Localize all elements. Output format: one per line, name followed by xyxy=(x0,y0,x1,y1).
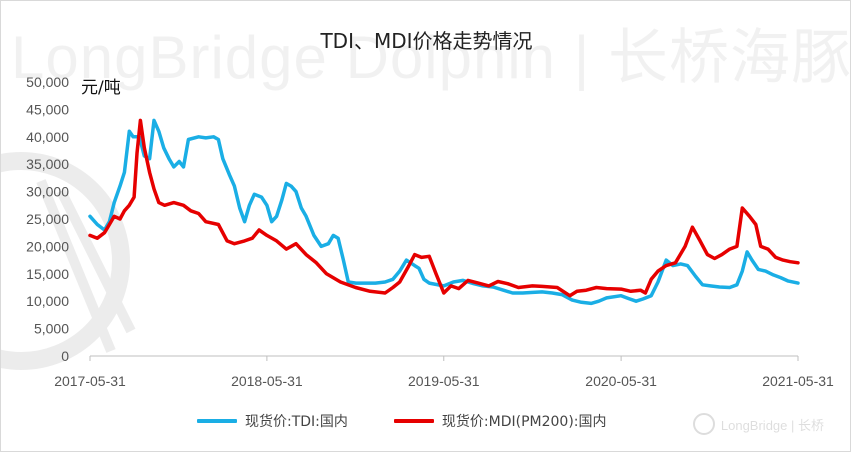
legend-label-tdi: 现货价:TDI:国内 xyxy=(245,414,348,430)
legend-label-mdi: 现货价:MDI(PM200):国内 xyxy=(441,414,607,430)
legend-swatch-tdi xyxy=(197,419,237,423)
y-tick-label: 40,000 xyxy=(26,129,69,145)
y-tick-label: 10,000 xyxy=(26,293,69,309)
legend-item-mdi: 现货价:MDI(PM200):国内 xyxy=(393,411,607,431)
y-tick-label: 30,000 xyxy=(26,184,69,200)
legend-item-tdi: 现货价:TDI:国内 xyxy=(197,411,348,431)
y-tick-label: 50,000 xyxy=(26,74,69,90)
watermark-text: LongBridge Dolphin | 长桥海豚投研 xyxy=(11,24,851,91)
chart-legend: 现货价:TDI:国内 现货价:MDI(PM200):国内 xyxy=(197,411,607,431)
longbridge-logo-icon xyxy=(1,152,136,370)
y-tick-label: 20,000 xyxy=(26,238,69,254)
brand-logo-icon xyxy=(692,413,715,435)
y-tick-label: 15,000 xyxy=(26,266,69,282)
chart-title: TDI、MDI价格走势情况 xyxy=(320,29,533,53)
y-tick-label: 0 xyxy=(61,348,69,364)
series-line-mdi xyxy=(88,118,800,298)
y-tick-label: 45,000 xyxy=(26,101,69,117)
x-tick-label: 2021-05-31 xyxy=(762,373,834,389)
y-axis-unit-label: 元/吨 xyxy=(81,78,121,98)
x-tick-label: 2018-05-31 xyxy=(231,373,303,389)
x-tick-label: 2017-05-31 xyxy=(54,373,126,389)
series-line-tdi xyxy=(88,118,800,306)
y-axis-ticks: 0 5,000 10,000 15,000 20,000 25,000 30,000 35,0… xyxy=(26,74,69,364)
series-layer xyxy=(88,118,800,306)
y-tick-label: 5,000 xyxy=(34,321,69,337)
brand-watermark: LongBridge | 长桥 xyxy=(692,413,824,435)
y-tick-label: 35,000 xyxy=(26,156,69,172)
x-tick-label: 2020-05-31 xyxy=(585,373,657,389)
x-tick-label: 2019-05-31 xyxy=(408,373,480,389)
y-tick-label: 25,000 xyxy=(26,211,69,227)
legend-swatch-mdi xyxy=(393,419,434,423)
brand-watermark-text: LongBridge | 长桥 xyxy=(720,417,824,433)
x-axis-ticks: 2017-05-31 2018-05-31 2019-05-31 2020-05-31… xyxy=(54,356,834,389)
